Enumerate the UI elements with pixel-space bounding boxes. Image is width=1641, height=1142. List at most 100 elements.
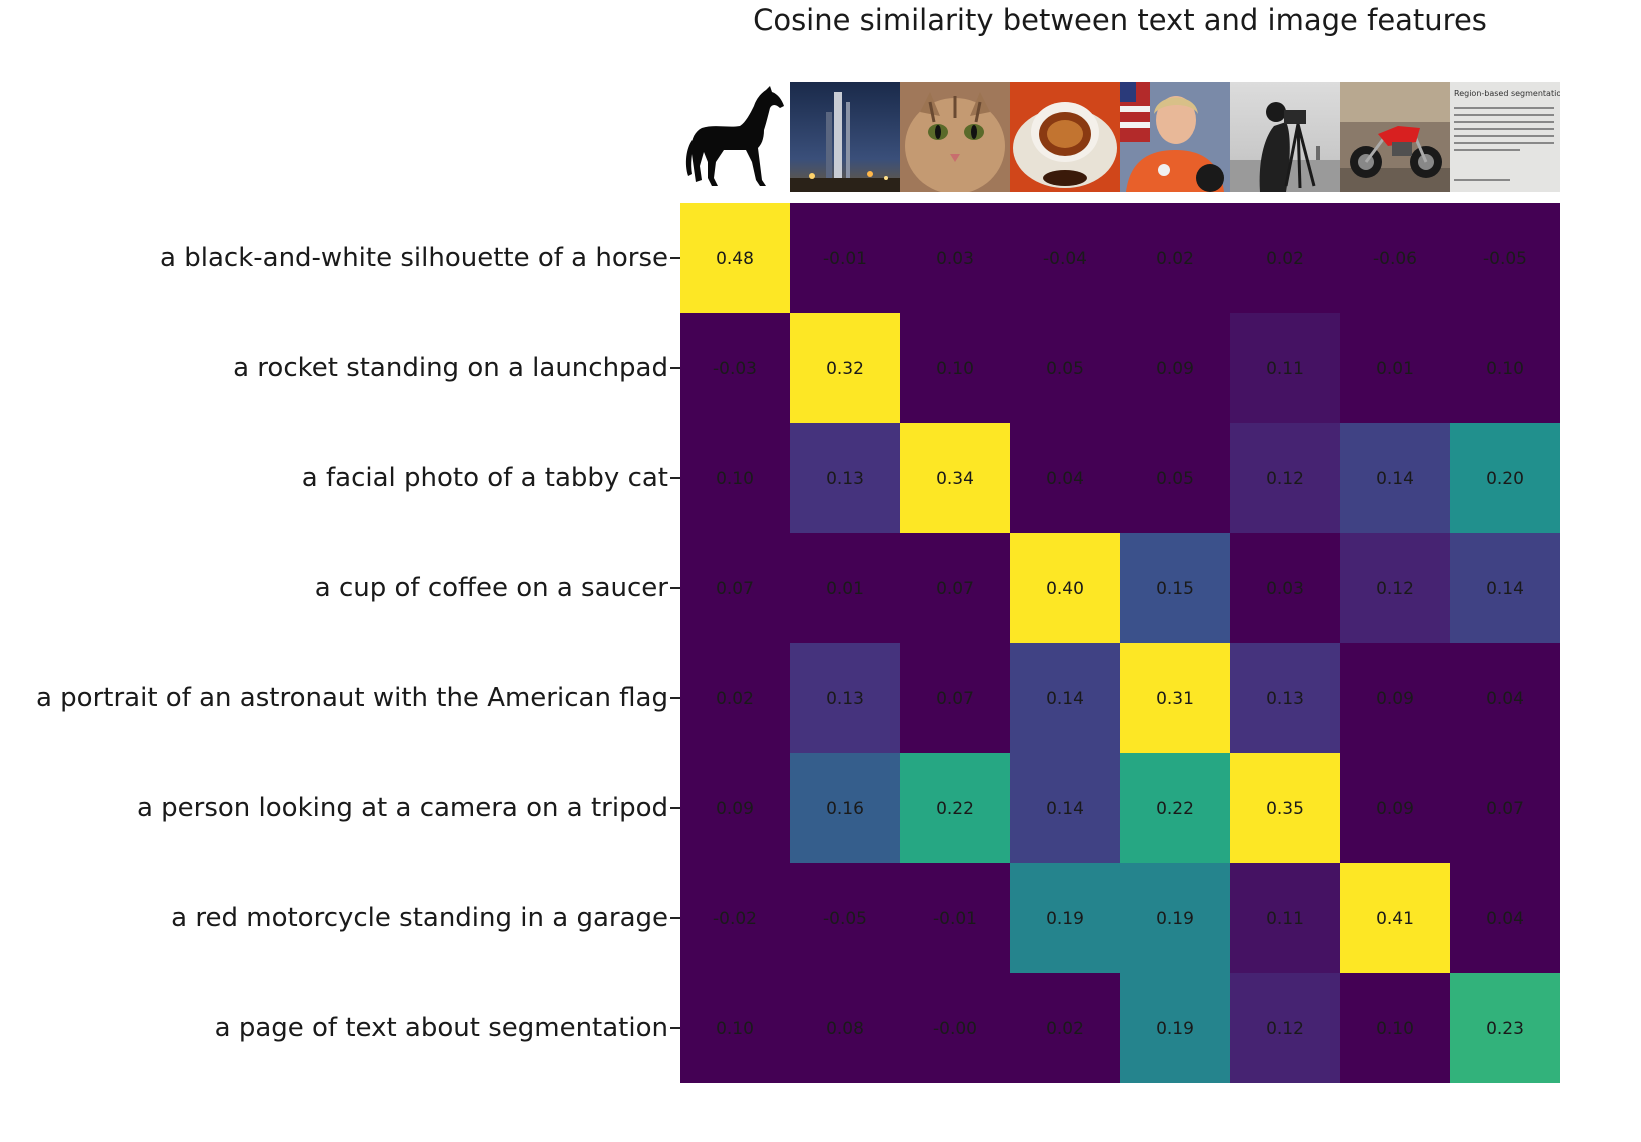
row-label: a page of text about segmentation: [214, 1013, 668, 1043]
heatmap-cell: [790, 753, 900, 863]
heatmap-cell: [1010, 313, 1120, 423]
row-label: a black-and-white silhouette of a horse: [160, 243, 668, 273]
cell-value-label: -0.05: [823, 909, 867, 929]
astronaut-portrait-thumbnail: [1120, 82, 1230, 192]
cell-value-label: 0.09: [716, 799, 754, 819]
cell-value-label: 0.04: [1486, 909, 1524, 929]
heatmap-cell: [790, 863, 900, 973]
cell-value-label: 0.10: [936, 359, 974, 379]
heatmap-cell: [1450, 423, 1560, 533]
heatmap-cell: [680, 643, 790, 753]
cell-value-label: 0.14: [1046, 689, 1084, 709]
cell-value-label: 0.03: [936, 249, 974, 269]
cell-value-label: 0.22: [936, 799, 974, 819]
cell-value-label: 0.48: [716, 249, 754, 269]
heatmap-cell: [790, 973, 900, 1083]
cell-value-label: 0.19: [1156, 1019, 1194, 1039]
row-label: a facial photo of a tabby cat: [301, 463, 668, 493]
heatmap-cell: [1120, 973, 1230, 1083]
cell-value-label: 0.23: [1486, 1019, 1524, 1039]
heatmap-cell: [680, 423, 790, 533]
heatmap-cell: [1120, 423, 1230, 533]
heatmap-cell: [680, 313, 790, 423]
row-tick-mark: [670, 587, 680, 589]
heatmap-cell: [1120, 533, 1230, 643]
cell-value-label: 0.02: [716, 689, 754, 709]
heatmap-cell: [900, 203, 1010, 313]
row-tick-mark: [670, 807, 680, 809]
heatmap-cell: [1230, 423, 1340, 533]
cell-value-label: 0.14: [1376, 469, 1414, 489]
red-motorcycle-thumbnail: [1340, 82, 1450, 192]
cell-value-label: 0.34: [936, 469, 974, 489]
heatmap-cell: [680, 753, 790, 863]
heatmap-cell: [680, 973, 790, 1083]
cell-value-label: 0.05: [1046, 359, 1084, 379]
cell-value-label: 0.13: [1266, 689, 1304, 709]
heatmap-cell: [790, 533, 900, 643]
heatmap-cell: [1450, 643, 1560, 753]
cell-value-label: 0.32: [826, 359, 864, 379]
image-thumbnail-strip: Region-based segmentation: [680, 82, 1560, 192]
heatmap-cell: [790, 423, 900, 533]
heatmap-cell: [790, 643, 900, 753]
row-label: a rocket standing on a launchpad: [233, 353, 668, 383]
cell-value-label: 0.02: [1046, 1019, 1084, 1039]
cell-value-label: 0.40: [1046, 579, 1084, 599]
cell-value-label: 0.03: [1266, 579, 1304, 599]
cell-value-label: 0.19: [1046, 909, 1084, 929]
heatmap-cell: [790, 203, 900, 313]
cell-value-label: 0.07: [1486, 799, 1524, 819]
heatmap-cell: [1340, 533, 1450, 643]
cell-value-label: 0.13: [826, 689, 864, 709]
tabby-cat-thumbnail: [900, 82, 1010, 192]
cell-value-label: 0.02: [1266, 249, 1304, 269]
heatmap-cell: [1340, 313, 1450, 423]
heatmap-cell: [1010, 973, 1120, 1083]
heatmap-cell: [790, 313, 900, 423]
chart-title: Cosine similarity between text and image…: [753, 3, 1487, 37]
heatmap-cell: [1120, 643, 1230, 753]
heatmap-cell: [680, 863, 790, 973]
cell-value-label: 0.12: [1266, 1019, 1304, 1039]
heatmap-cell: [900, 533, 1010, 643]
heatmap-cell: [1010, 643, 1120, 753]
row-label-column: a black-and-white silhouette of a horse a…: [0, 203, 668, 1083]
cell-value-label: 0.09: [1376, 689, 1414, 709]
row-tick-mark: [670, 367, 680, 369]
cell-value-label: 0.20: [1486, 469, 1524, 489]
cell-value-label: 0.10: [1376, 1019, 1414, 1039]
rocket-launchpad-thumbnail: [790, 82, 900, 192]
cell-value-label: 0.31: [1156, 689, 1194, 709]
horse-silhouette-thumbnail: [680, 82, 790, 192]
heatmap-cell: [680, 203, 790, 313]
heatmap-cell: [1120, 203, 1230, 313]
thumb-heading: Region-based segmentation: [1454, 89, 1560, 98]
cell-value-label: 0.01: [1376, 359, 1414, 379]
cell-value-label: 0.04: [1486, 689, 1524, 709]
row-label: a red motorcycle standing in a garage: [171, 903, 668, 933]
row-tick-mark: [670, 257, 680, 259]
cell-value-label: -0.02: [713, 909, 757, 929]
heatmap-cell: [1450, 313, 1560, 423]
cell-value-label: -0.06: [1373, 249, 1417, 269]
cell-value-label: -0.03: [713, 359, 757, 379]
cell-value-label: -0.05: [1483, 249, 1527, 269]
similarity-heatmap: 0.48 -0.01 0.03 -0.04 0.02 0.02 -0.06 -0.05 -0.0…: [680, 203, 1560, 1083]
heatmap-cell: [1010, 203, 1120, 313]
cell-value-label: 0.12: [1376, 579, 1414, 599]
cell-value-label: 0.07: [936, 579, 974, 599]
heatmap-cell: [1230, 863, 1340, 973]
heatmap-cell: [1230, 753, 1340, 863]
cell-value-label: 0.10: [716, 1019, 754, 1039]
cell-value-label: 0.08: [826, 1019, 864, 1039]
cell-value-label: 0.07: [716, 579, 754, 599]
cell-value-label: -0.00: [933, 1019, 977, 1039]
cell-value-label: 0.05: [1156, 469, 1194, 489]
heatmap-cell: [900, 753, 1010, 863]
cell-value-label: 0.22: [1156, 799, 1194, 819]
cell-value-label: 0.41: [1376, 909, 1414, 929]
row-tick-mark: [670, 477, 680, 479]
coffee-cup-thumbnail: [1010, 82, 1120, 192]
cell-value-label: 0.11: [1266, 909, 1304, 929]
